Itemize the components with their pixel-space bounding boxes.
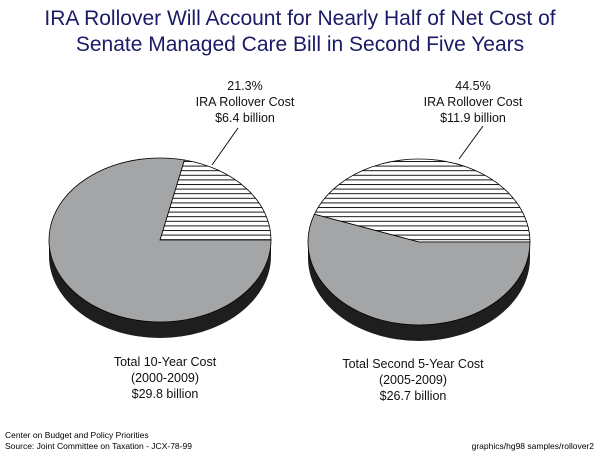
total-label-line-3: $29.8 billion	[131, 387, 199, 401]
pie-side	[49, 240, 271, 338]
footer-source-line-1: Center on Budget and Policy Priorities	[5, 430, 149, 440]
footer-source-line-2: Source: Joint Committee on Taxation - JC…	[5, 441, 192, 451]
pie-slice-ira-rollover	[159, 159, 272, 241]
footer-source: Center on Budget and Policy Priorities S…	[5, 430, 192, 452]
total-label-line-2: (2000-2009)	[130, 371, 200, 385]
slice-name: IRA Rollover Cost	[423, 95, 523, 109]
pie-slice-other	[48, 157, 272, 323]
slice-name: IRA Rollover Cost	[195, 95, 295, 109]
leader-line	[211, 127, 239, 166]
total-label-10-year: Total 10-Year Cost (2000-2009) $29.8 bil…	[85, 354, 245, 402]
pie-slice-other	[307, 213, 531, 326]
total-label-line-2: (2005-2009)	[378, 373, 448, 387]
slice-value: $11.9 billion	[440, 111, 506, 125]
chart-title-line-1: IRA Rollover Will Account for Nearly Hal…	[44, 7, 556, 30]
pie-chart-second-5-year	[307, 125, 531, 341]
footer-file-ref: graphics/hg98 samples/rollover2	[471, 441, 594, 451]
total-label-line-1: Total Second 5-Year Cost	[342, 357, 484, 371]
total-label-line-3: $26.7 billion	[379, 389, 447, 403]
total-label-second-5-year: Total Second 5-Year Cost (2005-2009) $26…	[318, 356, 508, 404]
slice-label-second-5-year: 44.5% IRA Rollover Cost $11.9 billion	[398, 78, 548, 126]
pie-side	[308, 242, 530, 341]
chart-title-line-2: Senate Managed Care Bill in Second Five …	[75, 33, 525, 56]
slice-value: $6.4 billion	[215, 111, 275, 125]
pie-chart-10-year	[48, 127, 272, 338]
chart-title: IRA Rollover Will Account for Nearly Hal…	[0, 6, 600, 58]
slice-label-10-year: 21.3% IRA Rollover Cost $6.4 billion	[170, 78, 320, 126]
leader-line	[458, 125, 484, 160]
slice-percent: 21.3%	[227, 79, 263, 93]
total-label-line-1: Total 10-Year Cost	[113, 355, 217, 369]
slice-percent: 44.5%	[455, 79, 491, 93]
pie-slice-ira-rollover	[313, 158, 531, 243]
